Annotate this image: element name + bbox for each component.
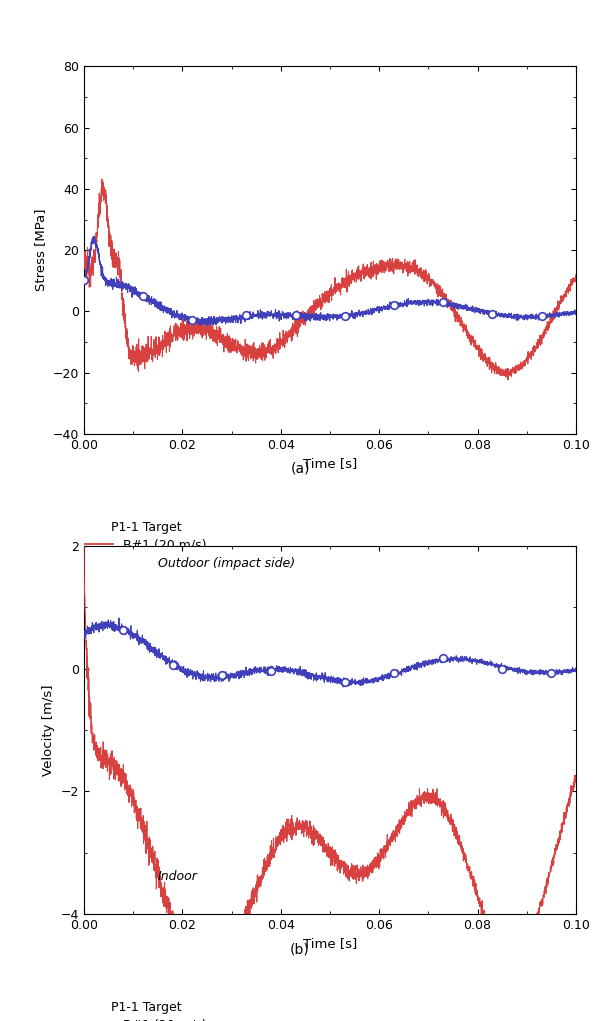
Text: Outdoor (impact side): Outdoor (impact side) [158,557,295,571]
Text: (b): (b) [290,942,310,957]
X-axis label: Time [s]: Time [s] [303,457,357,471]
Y-axis label: Stress [MPa]: Stress [MPa] [34,209,47,291]
X-axis label: Time [s]: Time [s] [303,937,357,951]
Text: Indoor: Indoor [158,870,197,883]
Text: (a): (a) [290,461,310,476]
Legend: B#1 (20 m/s), B#2 (40 m/s): B#1 (20 m/s), B#2 (40 m/s) [85,1001,206,1021]
Y-axis label: Velocity [m/s]: Velocity [m/s] [42,684,55,776]
Legend: B#1 (20 m/s), B#2 (40 m/s): B#1 (20 m/s), B#2 (40 m/s) [85,521,206,569]
